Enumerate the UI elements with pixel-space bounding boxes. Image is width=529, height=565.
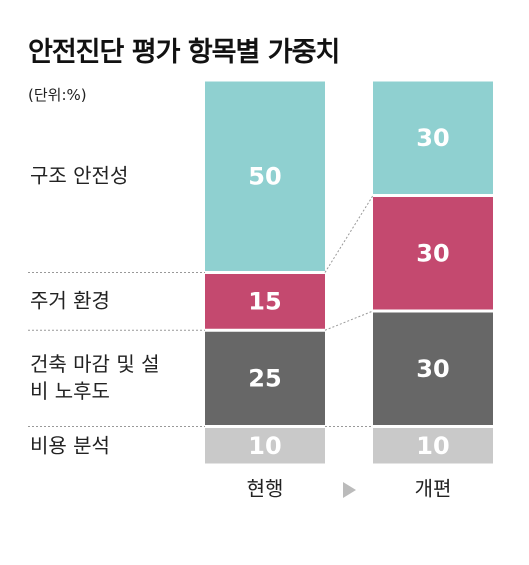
series-label: 주거 환경 [30, 288, 110, 313]
bar-segment [205, 81, 325, 271]
bar-segment [373, 197, 493, 310]
bar-segment [205, 428, 325, 464]
bar-segment [373, 428, 493, 464]
series-label: 비용 분석 [30, 433, 110, 458]
value-label: 50 [248, 162, 281, 190]
series-label: 구조 안전성 [30, 163, 129, 188]
chart-title: 안전진단 평가 항목별 가중치 [28, 37, 340, 68]
series-label: 건축 마감 및 설비 노후도 [30, 352, 160, 404]
arrow [343, 482, 356, 498]
bar-segment [205, 274, 325, 329]
value-label: 10 [248, 432, 281, 460]
bar-segment [373, 81, 493, 194]
category-label: 개편 [415, 477, 452, 501]
value-label: 30 [416, 124, 449, 152]
value-label: 30 [416, 355, 449, 383]
unit-label: (단위:%) [28, 86, 87, 104]
connector-line [324, 195, 374, 273]
value-label: 15 [248, 287, 281, 315]
value-label: 30 [416, 239, 449, 267]
category-label: 현행 [247, 477, 284, 501]
value-label: 10 [416, 432, 449, 460]
bar-segment [373, 312, 493, 425]
connector-line [324, 310, 374, 331]
value-label: 25 [248, 364, 281, 392]
bar-segment [205, 331, 325, 425]
